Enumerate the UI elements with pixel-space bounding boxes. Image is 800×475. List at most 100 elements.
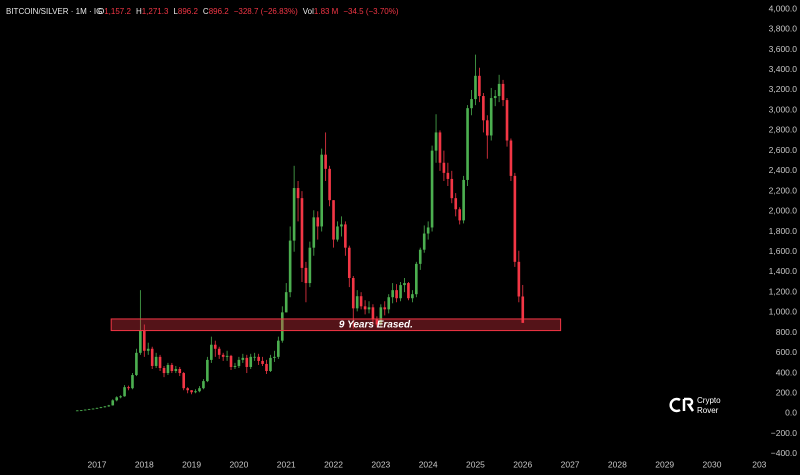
- status-value: 1,157.2: [104, 7, 131, 16]
- candle-body: [347, 247, 351, 279]
- logo: Crypto Rover: [669, 396, 721, 415]
- candle-body: [351, 278, 355, 309]
- candle-body: [273, 356, 276, 358]
- candle-body: [387, 297, 391, 310]
- x-tick-label: 2022: [324, 459, 343, 469]
- candle-body: [131, 375, 134, 389]
- x-tick-label: 2017: [88, 459, 107, 469]
- candle-body: [367, 307, 371, 310]
- candle-body: [245, 357, 249, 367]
- candle-body: [300, 198, 304, 268]
- y-tick-label: 2,400.0: [769, 165, 798, 175]
- candle-body: [135, 352, 138, 376]
- candle-body: [210, 344, 213, 360]
- candle-body: [79, 410, 83, 412]
- candle-body: [139, 330, 142, 353]
- candle-body: [332, 200, 335, 240]
- candle-body: [146, 348, 150, 351]
- candle-body: [119, 396, 122, 398]
- x-tick-label: 2029: [655, 459, 674, 469]
- candle-body: [462, 179, 465, 221]
- x-tick-label: 2026: [513, 459, 532, 469]
- candle-body: [174, 368, 178, 372]
- x-tick-label: 2025: [466, 459, 485, 469]
- x-tick-label: 2020: [229, 459, 248, 469]
- status-key: O: [98, 7, 104, 16]
- candle-body: [415, 263, 418, 295]
- candle-body: [280, 312, 284, 341]
- zone-label: 9 Years Erased.: [339, 319, 413, 330]
- candle-body: [407, 283, 410, 299]
- candle-body: [470, 99, 473, 109]
- candle-body: [182, 373, 186, 389]
- status-value: 1,271.3: [142, 7, 169, 16]
- candle-body: [241, 357, 245, 360]
- candle-body: [379, 307, 383, 325]
- candle-body: [395, 290, 398, 299]
- candle-body: [194, 391, 197, 393]
- status-value: 896.2: [209, 7, 230, 16]
- y-tick-label: 1,000.0: [769, 307, 798, 317]
- candle-body: [316, 217, 320, 227]
- candle-body: [521, 296, 525, 323]
- y-tick-label: 3,800.0: [769, 24, 798, 34]
- x-tick-label: 2024: [419, 459, 438, 469]
- y-tick-label: 800.0: [776, 327, 798, 337]
- candle-body: [83, 409, 87, 411]
- candle-body: [355, 296, 359, 309]
- y-tick-label: −200.0: [771, 428, 798, 438]
- candle-body: [178, 368, 182, 374]
- x-tick-label: 203: [752, 459, 766, 469]
- candle-body: [225, 355, 229, 357]
- x-tick-label: 2023: [371, 459, 390, 469]
- candle-body: [288, 240, 292, 293]
- candle-body: [249, 356, 253, 367]
- candle-body: [87, 409, 91, 411]
- status-value: −328.7 (−26.83%): [234, 7, 298, 16]
- candle-body: [261, 360, 264, 364]
- candle-body: [257, 356, 260, 361]
- candle-body: [75, 410, 79, 412]
- brand-line: Rover: [697, 406, 719, 415]
- candle-body: [474, 75, 477, 100]
- status-key: Vol: [303, 7, 314, 16]
- candle-body: [336, 226, 339, 240]
- x-tick-label: 2019: [182, 459, 201, 469]
- candle-body: [426, 227, 430, 234]
- candle-body: [501, 83, 505, 101]
- candle-body: [304, 267, 308, 284]
- candle-body: [466, 108, 469, 180]
- candle-body: [202, 381, 205, 389]
- candle-body: [493, 96, 497, 99]
- x-tick-label: 2030: [703, 459, 722, 469]
- status-value: 1.83 M: [314, 7, 339, 16]
- candle-body: [253, 356, 256, 358]
- logo-icon: [669, 397, 695, 413]
- candle-body: [375, 319, 379, 325]
- candle-body: [399, 285, 402, 299]
- candle-body: [489, 98, 493, 136]
- candle-body: [324, 154, 327, 169]
- candle-body: [296, 188, 300, 199]
- candle-body: [111, 400, 115, 406]
- y-tick-label: 400.0: [776, 367, 798, 377]
- candle-body: [95, 407, 99, 409]
- candle-body: [312, 217, 316, 248]
- candle-body: [478, 75, 481, 97]
- candle-body: [308, 247, 312, 284]
- candle-body: [505, 100, 509, 141]
- status-line: O1,157.2 H1,271.3 L896.2 C896.2 −328.7 (−26.…: [98, 7, 399, 16]
- candle-body: [482, 96, 485, 121]
- candle-body: [229, 355, 233, 367]
- candle-body: [383, 307, 387, 310]
- candle-body: [359, 296, 363, 307]
- candle-body: [213, 344, 217, 349]
- candle-body: [265, 363, 268, 372]
- candle-body: [237, 359, 241, 366]
- candle-body: [99, 407, 103, 409]
- y-tick-label: 0.0: [785, 408, 797, 418]
- candle-body: [391, 290, 394, 298]
- candle-body: [107, 405, 111, 407]
- candle-body: [517, 261, 521, 297]
- y-tick-label: 2,200.0: [769, 185, 798, 195]
